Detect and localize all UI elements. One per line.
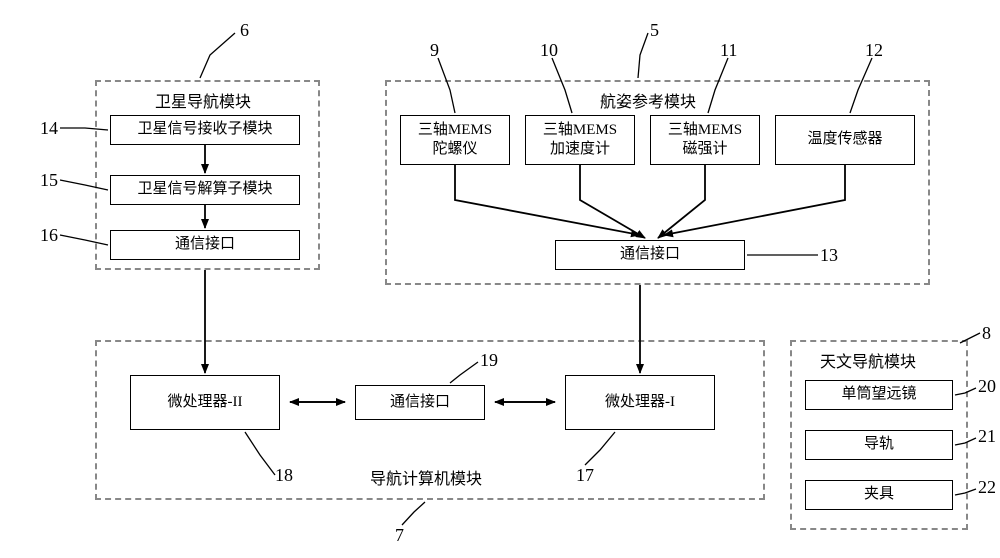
ref-13: 13 <box>820 245 838 266</box>
box-gyro: 三轴MEMS陀螺仪 <box>400 115 510 165</box>
box-mpu2-label: 微处理器-II <box>168 393 243 413</box>
box-att-comm-label: 通信接口 <box>620 245 680 265</box>
box-clamp: 夹具 <box>805 480 953 510</box>
box-accel-label: 三轴MEMS加速度计 <box>543 121 617 160</box>
ref-10: 10 <box>540 40 558 61</box>
box-mpu1-label: 微处理器-I <box>605 393 675 413</box>
ref-8: 8 <box>982 323 991 344</box>
box-sat-solve-label: 卫星信号解算子模块 <box>137 180 272 200</box>
box-sat-recv-label: 卫星信号接收子模块 <box>137 120 272 140</box>
box-mag-label: 三轴MEMS磁强计 <box>668 121 742 160</box>
box-sat-comm-label: 通信接口 <box>175 235 235 255</box>
ref-15: 15 <box>40 170 58 191</box>
box-rail: 导轨 <box>805 430 953 460</box>
box-telescope-label: 单筒望远镜 <box>841 385 916 405</box>
box-temp: 温度传感器 <box>775 115 915 165</box>
module-attitude-title: 航姿参考模块 <box>600 88 696 112</box>
box-clamp-label: 夹具 <box>864 485 894 505</box>
box-nav-comm-label: 通信接口 <box>390 393 450 413</box>
ref-9: 9 <box>430 40 439 61</box>
box-mpu2: 微处理器-II <box>130 375 280 430</box>
box-gyro-label: 三轴MEMS陀螺仪 <box>418 121 492 160</box>
ref-6: 6 <box>240 20 249 41</box>
ref-16: 16 <box>40 225 58 246</box>
box-accel: 三轴MEMS加速度计 <box>525 115 635 165</box>
box-telescope: 单筒望远镜 <box>805 380 953 410</box>
ref-20: 20 <box>978 376 996 397</box>
ref-14: 14 <box>40 118 58 139</box>
ref-7: 7 <box>395 525 404 546</box>
ref-5: 5 <box>650 20 659 41</box>
ref-21: 21 <box>978 426 996 447</box>
box-mpu1: 微处理器-I <box>565 375 715 430</box>
box-sat-solve: 卫星信号解算子模块 <box>110 175 300 205</box>
module-astro-title: 天文导航模块 <box>820 348 916 372</box>
ref-11: 11 <box>720 40 737 61</box>
module-nav-comp-title: 导航计算机模块 <box>370 465 482 489</box>
box-att-comm: 通信接口 <box>555 240 745 270</box>
ref-19: 19 <box>480 350 498 371</box>
ref-12: 12 <box>865 40 883 61</box>
ref-17: 17 <box>576 465 594 486</box>
box-sat-recv: 卫星信号接收子模块 <box>110 115 300 145</box>
ref-18: 18 <box>275 465 293 486</box>
box-sat-comm: 通信接口 <box>110 230 300 260</box>
box-temp-label: 温度传感器 <box>807 130 882 150</box>
module-sat-nav-title: 卫星导航模块 <box>155 88 251 112</box>
box-nav-comm: 通信接口 <box>355 385 485 420</box>
box-mag: 三轴MEMS磁强计 <box>650 115 760 165</box>
box-rail-label: 导轨 <box>864 435 894 455</box>
ref-22: 22 <box>978 477 996 498</box>
